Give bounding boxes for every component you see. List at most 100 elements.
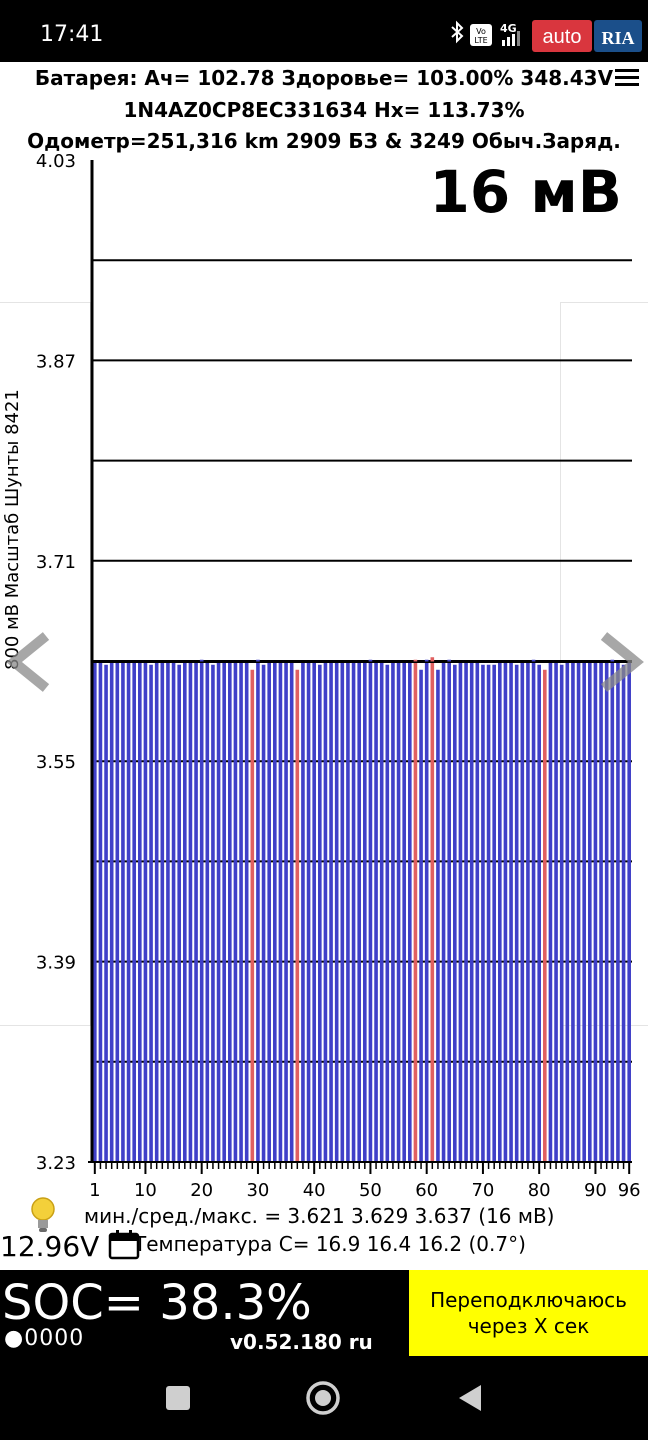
cell-bar-14 <box>166 662 170 1162</box>
cell-bar-59 <box>419 669 423 1162</box>
cell-bar-74 <box>503 662 508 1162</box>
cell-bar-79 <box>531 659 536 1162</box>
cell-bar-6 <box>121 662 125 1162</box>
cell-bar-39 <box>306 662 311 1162</box>
vin-line: 1N4AZ0CP8EC331634 Hx= 113.73% <box>123 98 525 122</box>
cell-bar-21 <box>205 662 210 1162</box>
cell-bar-47 <box>351 662 356 1162</box>
cell-bar-12 <box>154 662 159 1162</box>
cell-bar-10 <box>143 662 148 1162</box>
x-tick-label: 80 <box>528 1180 551 1201</box>
volte-icon: Vo LTE <box>470 24 492 46</box>
cell-bar-95 <box>621 664 626 1162</box>
cell-bar-84 <box>559 664 564 1162</box>
y-axis-ticks: 4.03 3.87 3.71 3.55 3.39 3.23 <box>36 151 76 1174</box>
cell-bar-63 <box>441 662 446 1162</box>
x-tick-label: 60 <box>415 1180 438 1201</box>
cell-bar-22 <box>211 664 215 1162</box>
cell-bar-54 <box>391 662 395 1162</box>
cell-bar-32 <box>267 662 271 1162</box>
svg-text:LTE: LTE <box>474 36 487 45</box>
cell-bar-31 <box>261 664 266 1162</box>
cell-bar-73 <box>498 662 502 1162</box>
y-tick-label: 3.87 <box>36 351 76 372</box>
x-tick-label: 40 <box>303 1180 326 1201</box>
back-button[interactable] <box>455 1382 485 1414</box>
cell-bar-57 <box>408 662 412 1162</box>
cell-bar-65 <box>453 664 457 1162</box>
lightbulb-icon[interactable] <box>30 1196 56 1234</box>
recent-apps-button[interactable] <box>164 1384 192 1412</box>
x-tick-label: 96 <box>618 1180 641 1201</box>
cell-bar-11 <box>149 664 153 1162</box>
cell-bar-71 <box>486 664 491 1162</box>
cell-bar-7 <box>126 662 131 1162</box>
cell-bar-56 <box>402 662 406 1162</box>
cell-bar-8 <box>132 662 136 1162</box>
cell-bar-85 <box>565 662 570 1162</box>
cell-bar-87 <box>576 662 581 1162</box>
cell-bar-77 <box>520 662 525 1162</box>
cell-bar-67 <box>464 662 468 1162</box>
cell-voltage-chart: 4.03 3.87 3.71 3.55 3.39 3.23 1 10 20 30 40 50 60 70… <box>36 151 641 1201</box>
svg-text:RIA: RIA <box>601 28 634 48</box>
cell-bar-42 <box>323 662 328 1162</box>
cell-bar-16 <box>177 664 181 1162</box>
cell-bar-86 <box>571 662 575 1162</box>
x-tick-label: 30 <box>246 1180 269 1201</box>
y-tick-label: 3.55 <box>36 752 76 773</box>
cell-bar-18 <box>188 662 193 1162</box>
x-tick-label: 20 <box>190 1180 213 1201</box>
page-indicator-dots: ●0000 <box>4 1326 85 1351</box>
x-tick-label: 90 <box>584 1180 607 1201</box>
cell-bar-3 <box>104 664 108 1162</box>
cell-bar-19 <box>194 662 198 1162</box>
cell-bar-75 <box>509 662 513 1162</box>
cell-bar-13 <box>160 662 165 1162</box>
svg-text:Vo: Vo <box>476 27 486 36</box>
cell-bar-62 <box>436 669 440 1162</box>
cell-bar-27 <box>239 662 243 1162</box>
calendar-icon[interactable] <box>108 1228 140 1260</box>
cell-bars <box>92 657 632 1162</box>
cell-bar-4 <box>109 662 114 1162</box>
cell-bar-33 <box>273 662 277 1162</box>
x-tick-label: 70 <box>471 1180 494 1201</box>
cell-bar-49 <box>363 662 367 1162</box>
reconnect-label: Переподключаюсь через X сек <box>430 1288 627 1338</box>
cell-bar-72 <box>492 664 496 1162</box>
clock: 17:41 <box>40 22 104 47</box>
cell-bar-80 <box>537 664 541 1162</box>
cell-bar-92 <box>604 662 609 1162</box>
cell-bar-34 <box>278 662 283 1162</box>
cell-bar-93 <box>610 659 615 1162</box>
cell-bar-24 <box>222 662 226 1162</box>
cell-bar-40 <box>312 662 316 1162</box>
cell-bar-68 <box>469 662 474 1162</box>
cell-bar-64 <box>447 659 451 1162</box>
home-button[interactable] <box>305 1380 341 1416</box>
cell-bar-48 <box>357 662 361 1162</box>
y-tick-label: 3.71 <box>36 552 76 573</box>
next-page-arrow-icon[interactable] <box>598 630 648 694</box>
cell-bar-37 <box>295 669 300 1162</box>
status-bar: 17:41 Vo LTE 4G auto RIA <box>0 0 648 62</box>
cell-bar-15 <box>171 662 176 1162</box>
previous-page-arrow-icon[interactable] <box>2 630 52 694</box>
y-tick-label: 3.39 <box>36 953 76 974</box>
cell-bar-20 <box>199 659 204 1162</box>
cell-bar-82 <box>548 662 553 1162</box>
status-icons: Vo LTE 4G <box>451 20 520 46</box>
app-version: v0.52.180 ru <box>230 1330 373 1354</box>
cell-bar-88 <box>582 662 586 1162</box>
cell-bar-66 <box>458 662 463 1162</box>
cell-bar-1 <box>93 662 97 1162</box>
menu-icon[interactable] <box>614 66 640 88</box>
soc-value: SOC= 38.3% <box>2 1275 312 1331</box>
cell-bar-55 <box>396 662 401 1162</box>
battery-capacity-line: Батарея: Ач= 102.78 Здоровье= 103.00% 34… <box>34 66 614 90</box>
scale-value: 16 мВ <box>429 158 622 226</box>
reconnect-button[interactable]: Переподключаюсь через X сек <box>409 1270 648 1356</box>
cell-bar-83 <box>554 662 558 1162</box>
cell-bar-45 <box>340 662 345 1162</box>
